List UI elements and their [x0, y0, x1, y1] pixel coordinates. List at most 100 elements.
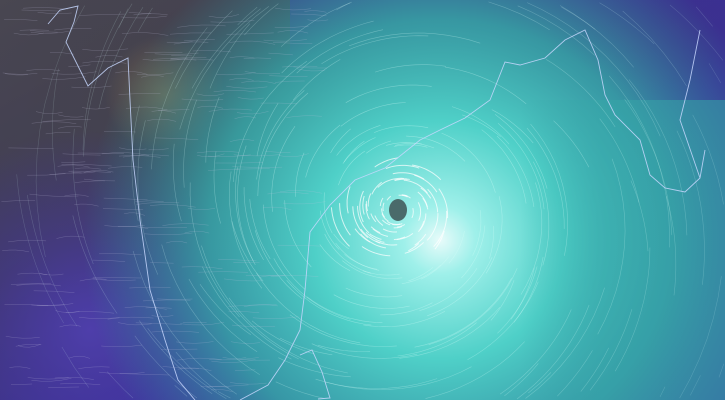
streamline	[207, 154, 251, 157]
streamline	[393, 236, 406, 241]
streamline	[305, 124, 341, 178]
streamline	[108, 166, 143, 169]
streamline	[177, 24, 226, 28]
streamline	[317, 344, 371, 352]
streamline	[408, 267, 434, 282]
coastline-myanmar	[679, 29, 701, 179]
streamline	[222, 356, 247, 359]
streamline	[1, 200, 36, 202]
streamline	[15, 344, 42, 347]
east-teal-region	[520, 100, 725, 400]
streamline	[121, 32, 169, 36]
streamline	[278, 357, 351, 378]
streamline	[275, 381, 324, 399]
streamline	[79, 317, 120, 319]
streamline	[321, 35, 429, 65]
streamline	[630, 180, 649, 252]
streamline	[124, 212, 145, 216]
streamline	[60, 383, 101, 386]
streamline	[387, 221, 401, 226]
streamline	[29, 30, 58, 33]
streamline	[311, 343, 418, 359]
streamline	[381, 208, 386, 218]
streamline	[695, 6, 713, 27]
streamline	[461, 225, 486, 279]
streamline	[61, 346, 90, 388]
streamline	[237, 97, 264, 100]
streamline	[148, 148, 169, 151]
streamline	[363, 270, 400, 276]
streamline	[99, 253, 142, 256]
streamline	[82, 11, 122, 151]
streamline	[489, 225, 494, 259]
streamline	[161, 348, 198, 350]
streamline	[333, 233, 349, 250]
streamline	[385, 164, 420, 169]
streamline	[147, 328, 227, 400]
streamline	[192, 50, 231, 53]
streamline	[92, 259, 126, 262]
streamline	[426, 213, 439, 241]
streamline	[408, 243, 420, 252]
streamline	[527, 2, 661, 137]
streamline	[45, 131, 71, 135]
streamline	[102, 208, 144, 211]
streamline	[599, 118, 640, 203]
streamline	[40, 273, 64, 276]
streamline	[330, 128, 351, 154]
streamline	[377, 177, 404, 188]
streamline	[137, 120, 159, 275]
streamline	[10, 383, 33, 385]
streamline	[184, 230, 210, 234]
streamline	[229, 56, 255, 59]
streamline	[319, 244, 351, 271]
streamline	[348, 32, 481, 47]
streamline	[286, 280, 372, 326]
streamline	[58, 114, 84, 118]
streamline	[427, 257, 493, 317]
streamline	[708, 63, 722, 84]
streamline	[422, 197, 429, 210]
streamline	[293, 66, 328, 69]
streamline	[467, 281, 539, 361]
streamline	[58, 126, 82, 129]
streamline	[231, 221, 264, 282]
streamline	[118, 155, 161, 158]
streamline	[132, 250, 237, 395]
streamline	[135, 322, 182, 325]
streamline	[92, 278, 136, 281]
streamline	[92, 276, 142, 279]
streamline	[173, 41, 209, 45]
streamline	[52, 68, 59, 181]
streamline	[718, 363, 725, 378]
streamline	[360, 228, 381, 244]
streamline	[382, 202, 385, 212]
streamline	[265, 151, 291, 153]
streamline	[208, 14, 240, 18]
streamline	[54, 28, 92, 31]
streamline	[379, 197, 384, 207]
streamline	[296, 68, 325, 72]
streamline	[497, 122, 545, 210]
streamline	[74, 180, 116, 183]
streamline	[451, 106, 510, 145]
streamline	[386, 142, 435, 149]
streamline	[79, 13, 125, 16]
streamline	[180, 322, 225, 326]
streamline	[494, 114, 548, 189]
streamline	[557, 350, 593, 397]
streamline	[268, 52, 293, 56]
streamline	[434, 230, 445, 250]
streamline	[614, 247, 651, 372]
streamline	[269, 75, 308, 77]
streamline	[200, 384, 249, 388]
streamline	[189, 182, 240, 318]
streamline	[262, 206, 292, 211]
streamline	[56, 235, 85, 239]
streamline	[9, 366, 31, 369]
streamline	[169, 32, 212, 35]
streamline	[136, 202, 180, 205]
streamline	[628, 79, 688, 236]
